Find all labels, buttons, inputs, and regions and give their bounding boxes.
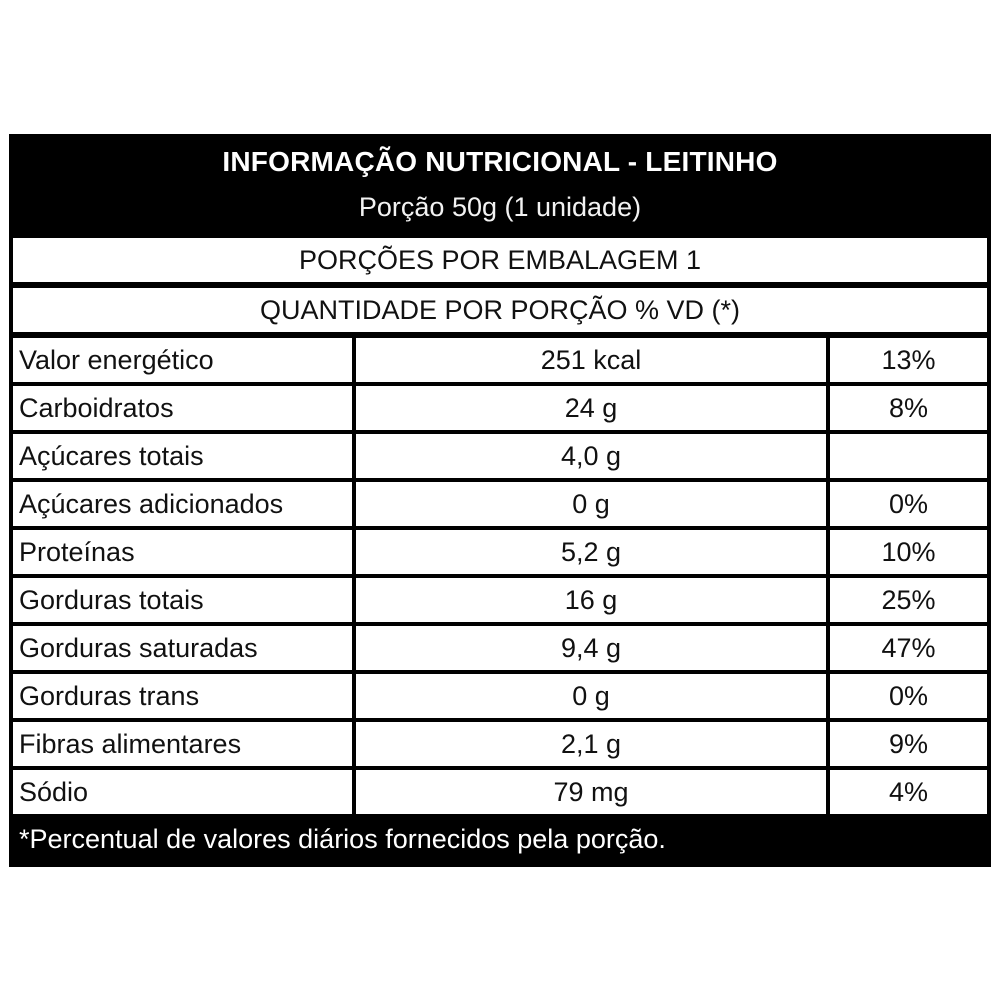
nutrient-amount: 0 g bbox=[356, 482, 826, 526]
nutrient-daily-value: 8% bbox=[830, 386, 987, 430]
table-footer: *Percentual de valores diários fornecido… bbox=[9, 818, 991, 867]
nutrient-daily-value: 4% bbox=[830, 770, 987, 814]
nutrient-amount: 2,1 g bbox=[356, 722, 826, 766]
nutrient-daily-value: 25% bbox=[830, 578, 987, 622]
nutrient-amount: 79 mg bbox=[356, 770, 826, 814]
nutrient-amount: 16 g bbox=[356, 578, 826, 622]
nutrient-daily-value: 10% bbox=[830, 530, 987, 574]
nutrient-daily-value: 13% bbox=[830, 338, 987, 382]
table-row: Gorduras totais 16 g 25% bbox=[9, 578, 991, 622]
table-row: Açúcares totais 4,0 g bbox=[9, 434, 991, 478]
nutrition-facts-table: INFORMAÇÃO NUTRICIONAL - LEITINHO Porção… bbox=[9, 134, 991, 867]
table-row: Açúcares adicionados 0 g 0% bbox=[9, 482, 991, 526]
servings-per-package: PORÇÕES POR EMBALAGEM 1 bbox=[13, 238, 987, 282]
nutrient-daily-value: 9% bbox=[830, 722, 987, 766]
table-title: INFORMAÇÃO NUTRICIONAL - LEITINHO bbox=[222, 146, 778, 177]
quantity-per-serving-header: QUANTIDADE POR PORÇÃO % VD (*) bbox=[13, 288, 987, 332]
table-row: Sódio 79 mg 4% bbox=[9, 770, 991, 814]
serving-size: Porção 50g (1 unidade) bbox=[358, 192, 642, 222]
table-row: Valor energético 251 kcal 13% bbox=[9, 338, 991, 382]
nutrient-amount: 0 g bbox=[356, 674, 826, 718]
nutrient-daily-value: 0% bbox=[830, 482, 987, 526]
nutrient-amount: 9,4 g bbox=[356, 626, 826, 670]
nutrient-amount: 4,0 g bbox=[356, 434, 826, 478]
table-row: Carboidratos 24 g 8% bbox=[9, 386, 991, 430]
nutrient-amount: 5,2 g bbox=[356, 530, 826, 574]
nutrient-name: Fibras alimentares bbox=[13, 722, 352, 766]
table-row: Gorduras trans 0 g 0% bbox=[9, 674, 991, 718]
nutrient-name: Açúcares adicionados bbox=[13, 482, 352, 526]
nutrient-name: Proteínas bbox=[13, 530, 352, 574]
footnote: *Percentual de valores diários fornecido… bbox=[19, 824, 666, 854]
nutrient-amount: 24 g bbox=[356, 386, 826, 430]
nutrient-daily-value bbox=[830, 434, 987, 478]
table-row: Gorduras saturadas 9,4 g 47% bbox=[9, 626, 991, 670]
nutrient-daily-value: 0% bbox=[830, 674, 987, 718]
nutrient-name: Gorduras trans bbox=[13, 674, 352, 718]
table-header: INFORMAÇÃO NUTRICIONAL - LEITINHO Porção… bbox=[9, 134, 991, 232]
nutrient-name: Gorduras totais bbox=[13, 578, 352, 622]
nutrient-name: Carboidratos bbox=[13, 386, 352, 430]
nutrient-name: Gorduras saturadas bbox=[13, 626, 352, 670]
table-row: Fibras alimentares 2,1 g 9% bbox=[9, 722, 991, 766]
nutrient-amount: 251 kcal bbox=[356, 338, 826, 382]
table-row: Proteínas 5,2 g 10% bbox=[9, 530, 991, 574]
nutrient-name: Sódio bbox=[13, 770, 352, 814]
nutrient-name: Valor energético bbox=[13, 338, 352, 382]
nutrient-name: Açúcares totais bbox=[13, 434, 352, 478]
nutrient-daily-value: 47% bbox=[830, 626, 987, 670]
